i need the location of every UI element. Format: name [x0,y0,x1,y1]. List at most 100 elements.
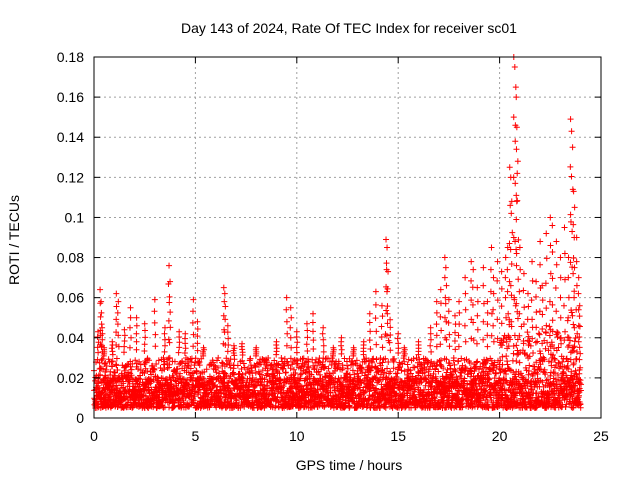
data-point [473,340,480,347]
data-point [437,313,444,320]
data-point [575,290,582,297]
data-point [94,344,101,351]
data-point [520,287,527,294]
data-point [350,346,357,353]
data-point [166,361,173,368]
data-point [510,174,517,181]
data-point [512,84,519,91]
data-point [374,368,381,375]
data-point [521,304,528,311]
data-point [110,383,117,390]
data-point [494,335,501,342]
data-point [516,288,523,295]
data-point [566,342,573,349]
y-tick-label: 0.16 [57,89,84,105]
data-point [201,346,208,353]
data-point [175,396,182,403]
data-point [152,343,159,350]
data-point [564,362,571,369]
x-tick-label: 15 [390,428,406,444]
data-point [456,309,463,316]
data-point [109,348,116,355]
data-point [385,268,392,275]
data-point [194,325,201,332]
data-point [571,288,578,295]
data-point [458,355,465,362]
data-point [553,331,560,338]
data-point [281,362,288,369]
data-point [432,397,439,404]
data-point [373,328,380,335]
y-tick-label: 0.06 [57,290,84,306]
data-point [382,355,389,362]
y-axis-label: ROTI / TECUs [6,195,22,285]
data-point [536,365,543,372]
data-point [415,341,422,348]
data-point [515,276,522,283]
data-point [325,365,332,372]
data-point [551,355,558,362]
data-point [304,327,311,334]
data-point [442,379,449,386]
data-point [225,335,232,342]
data-point [570,188,577,195]
data-point [567,211,574,218]
data-point [559,358,566,365]
data-point [97,313,104,320]
data-point [160,354,167,361]
data-point [97,286,104,293]
data-point [176,344,183,351]
data-point [194,318,201,325]
data-point [515,236,522,243]
data-point [222,303,229,310]
data-point [445,296,452,303]
data-point [347,374,354,381]
data-point [507,282,514,289]
data-point [511,64,518,71]
data-point [513,124,520,131]
data-point [328,374,335,381]
data-point [329,357,336,364]
data-point [166,339,173,346]
data-point [537,238,544,245]
data-point [445,308,452,315]
y-tick-label: 0.12 [57,169,84,185]
data-point [238,366,245,373]
data-point [141,320,148,327]
data-point [480,264,487,271]
data-point [407,367,414,374]
data-point [529,316,536,323]
data-point [554,330,561,337]
data-point [152,331,159,338]
data-point [550,369,557,376]
data-point [231,345,238,352]
data-point [410,355,417,362]
data-point [293,390,300,397]
data-point [179,358,186,365]
data-point [304,334,311,341]
data-point [283,306,290,313]
data-point [512,238,519,245]
data-point [151,308,158,315]
data-point [124,361,131,368]
data-point [470,319,477,326]
data-point [455,332,462,339]
data-point [547,372,554,379]
data-point [351,371,358,378]
data-point [448,371,455,378]
data-point [113,290,120,297]
data-point [487,266,494,273]
data-point [319,330,326,337]
data-point [512,302,519,309]
data-point [515,378,522,385]
data-point [220,374,227,381]
data-point [464,380,471,387]
data-point [378,333,385,340]
data-point [490,338,497,345]
data-point [377,404,384,411]
data-point [480,318,487,325]
data-point [144,368,151,375]
data-point [160,404,167,411]
data-point [320,336,327,343]
data-point [516,332,523,339]
